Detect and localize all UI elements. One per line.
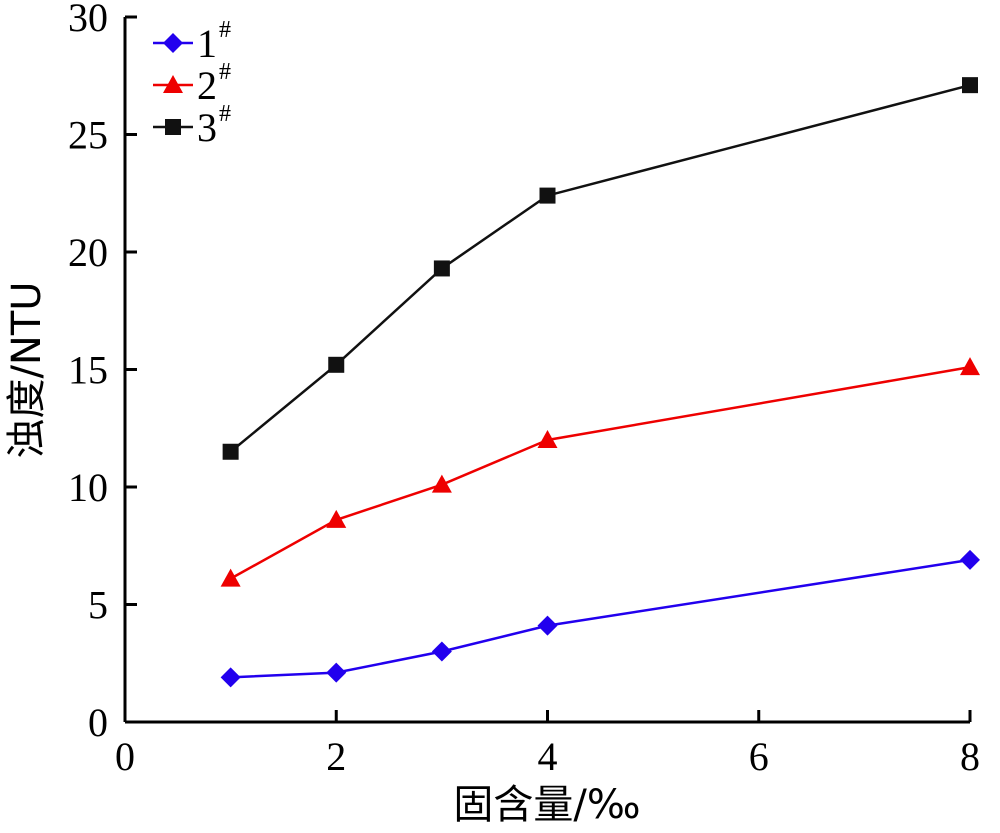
data-point [326, 509, 347, 528]
legend-marker [165, 119, 181, 135]
legend-item-2: 2 # [153, 59, 231, 108]
legend-label-superscript: # [219, 17, 231, 43]
x-tick-label: 6 [749, 734, 769, 779]
ticks: 0 2 4 6 8 0 5 10 15 20 25 30 [68, 0, 980, 779]
legend-marker [163, 33, 183, 53]
series-line [230, 558, 971, 679]
data-point [537, 430, 558, 448]
x-tick-label: 4 [538, 734, 558, 779]
y-axis-label: 浊度/NTU [4, 281, 50, 458]
y-tick-label: 25 [68, 113, 108, 158]
legend-item-1: 1 # [153, 17, 231, 66]
data-point [328, 356, 345, 373]
data-point [962, 77, 978, 94]
series-1 [220, 549, 980, 688]
data-point [537, 615, 558, 636]
data-point [433, 260, 450, 277]
x-tick-label: 8 [960, 734, 980, 779]
series-3 [222, 77, 978, 460]
data-point [431, 474, 452, 493]
data-point [539, 187, 556, 204]
y-tick-label: 0 [88, 700, 108, 745]
legend: 1 #2 #3 # [153, 17, 231, 150]
data-point [220, 667, 241, 688]
x-tick-label: 2 [326, 734, 346, 779]
legend-label: 2 [197, 63, 217, 108]
y-tick-label: 5 [88, 583, 108, 628]
series-line [230, 365, 971, 580]
data-point [220, 568, 241, 587]
y-tick-label: 15 [68, 348, 108, 393]
x-tick-label: 0 [115, 734, 135, 779]
y-tick-label: 20 [68, 230, 108, 275]
legend-item-3: 3 # [153, 101, 231, 150]
legend-label: 1 [197, 21, 217, 66]
legend-label-superscript: # [219, 101, 231, 127]
x-axis-label: 固含量/‰ [453, 782, 640, 828]
data-point [431, 641, 452, 662]
series-layer [220, 77, 980, 688]
legend-marker [163, 75, 183, 93]
data-point [960, 357, 980, 376]
data-point [326, 662, 347, 683]
series-2 [220, 357, 980, 587]
legend-label: 3 [197, 105, 217, 150]
data-point [222, 443, 239, 460]
data-point [960, 549, 980, 570]
y-tick-label: 30 [68, 0, 108, 40]
y-tick-label: 10 [68, 465, 108, 510]
legend-label-superscript: # [219, 59, 231, 85]
series-line [229, 83, 971, 453]
